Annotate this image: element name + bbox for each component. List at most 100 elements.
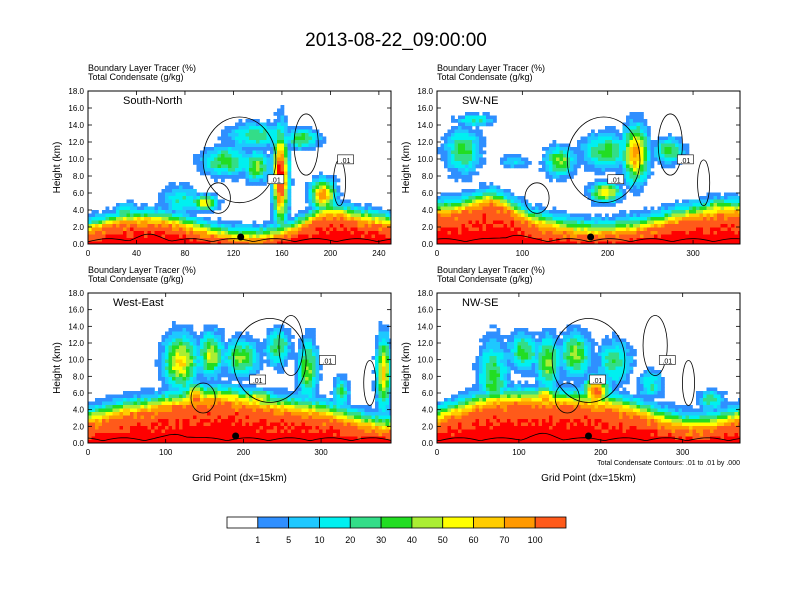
x-tick-label: 100 xyxy=(516,249,530,258)
y-axis-label: Height (km) xyxy=(401,142,412,194)
condensate-contour xyxy=(524,182,550,214)
y-tick-label: 14.0 xyxy=(68,322,84,331)
condensate-contour xyxy=(205,182,231,214)
contour-label: .01 xyxy=(341,158,351,165)
panel-name: SW-NE xyxy=(462,95,498,107)
location-marker xyxy=(585,432,592,440)
condensate-contour xyxy=(657,113,683,176)
panel-tracer-label: Boundary Layer Tracer (%) xyxy=(88,265,196,275)
location-marker xyxy=(587,233,595,241)
x-tick-label: 300 xyxy=(314,448,328,457)
y-tick-label: 4.0 xyxy=(73,206,85,215)
condensate-contour xyxy=(190,382,216,414)
colorbar-box xyxy=(288,516,320,529)
terrain-line xyxy=(88,433,391,442)
condensate-contour xyxy=(697,159,711,207)
plot-frame xyxy=(87,292,392,444)
y-tick-label: 4.0 xyxy=(422,206,434,215)
x-tick-label: 120 xyxy=(227,249,241,258)
plot-frame xyxy=(87,90,392,245)
x-tick-label: 200 xyxy=(237,448,251,457)
colorbar-box xyxy=(226,516,259,529)
plot-frame xyxy=(436,292,741,444)
panel-condensate-label: Total Condensate (g/kg) xyxy=(437,72,533,82)
y-tick-label: 6.0 xyxy=(73,189,85,198)
y-axis-label: Height (km) xyxy=(52,342,63,394)
colorbar-box xyxy=(257,516,290,529)
y-tick-label: 18.0 xyxy=(417,87,433,96)
y-tick-label: 10.0 xyxy=(417,356,433,365)
y-tick-label: 12.0 xyxy=(68,339,84,348)
x-tick-label: 200 xyxy=(324,249,338,258)
y-tick-label: 8.0 xyxy=(73,372,85,381)
x-tick-label: 0 xyxy=(86,448,91,457)
y-tick-label: 8.0 xyxy=(422,372,434,381)
colorbar-label: 50 xyxy=(438,535,448,545)
colorbar-box xyxy=(503,516,536,529)
colorbar-box xyxy=(473,516,505,529)
x-tick-label: 40 xyxy=(132,249,141,258)
y-tick-label: 2.0 xyxy=(73,223,85,232)
location-marker xyxy=(237,233,245,241)
y-tick-label: 14.0 xyxy=(417,121,433,130)
y-tick-label: 16.0 xyxy=(68,104,84,113)
condensate-contour xyxy=(363,360,377,406)
tracer-field: .01 .01 xyxy=(88,315,391,443)
terrain-line xyxy=(437,234,740,243)
colorbar-box xyxy=(319,516,351,529)
panel-tracer-label: Boundary Layer Tracer (%) xyxy=(437,63,545,73)
y-tick-label: 18.0 xyxy=(417,289,433,298)
contour-label: .01 xyxy=(593,378,603,385)
y-tick-label: 18.0 xyxy=(68,289,84,298)
y-tick-label: 0.0 xyxy=(73,439,85,448)
colorbar-box xyxy=(442,516,474,529)
y-tick-label: 8.0 xyxy=(73,172,85,181)
panel-name: West-East xyxy=(113,297,164,309)
y-tick-label: 18.0 xyxy=(68,87,84,96)
colorbar-label: 5 xyxy=(286,535,291,545)
condensate-contour xyxy=(233,318,307,403)
colorbar-box xyxy=(349,516,382,529)
y-tick-label: 4.0 xyxy=(422,406,434,415)
contour-label: .01 xyxy=(611,178,621,185)
x-axis-label: Grid Point (dx=15km) xyxy=(541,473,636,484)
condensate-contour xyxy=(682,360,695,406)
condensate-contour xyxy=(554,382,580,414)
panel-tracer-label: Boundary Layer Tracer (%) xyxy=(88,63,196,73)
panel-name: NW-SE xyxy=(462,297,498,309)
colorbar-label: 30 xyxy=(376,535,386,545)
y-tick-label: 8.0 xyxy=(422,172,434,181)
y-tick-label: 10.0 xyxy=(68,155,84,164)
colorbar-box xyxy=(411,516,444,529)
y-axis-label: Height (km) xyxy=(401,342,412,394)
y-tick-label: 12.0 xyxy=(68,138,84,147)
x-tick-label: 240 xyxy=(372,249,386,258)
plot-frame xyxy=(436,90,741,245)
panel-nw-se: Boundary Layer Tracer (%)Total Condensat… xyxy=(401,265,741,484)
colorbar-label: 100 xyxy=(528,535,543,545)
tracer-field: .01 .01 xyxy=(88,105,391,244)
condensate-contour xyxy=(202,116,277,204)
y-tick-label: 0.0 xyxy=(73,240,85,249)
y-tick-label: 14.0 xyxy=(68,121,84,130)
y-tick-label: 0.0 xyxy=(422,240,434,249)
x-tick-label: 0 xyxy=(86,249,91,258)
y-tick-label: 16.0 xyxy=(417,104,433,113)
x-tick-label: 80 xyxy=(181,249,190,258)
panel-south-north: Boundary Layer Tracer (%)Total Condensat… xyxy=(52,63,392,258)
colorbar-label: 1 xyxy=(255,535,260,545)
x-tick-label: 300 xyxy=(686,249,700,258)
panel-tracer-label: Boundary Layer Tracer (%) xyxy=(437,265,545,275)
y-tick-label: 4.0 xyxy=(73,406,85,415)
y-tick-label: 2.0 xyxy=(422,223,434,232)
condensate-contour xyxy=(642,315,668,376)
y-tick-label: 6.0 xyxy=(73,389,85,398)
colorbar-box xyxy=(534,516,567,529)
y-tick-label: 10.0 xyxy=(417,155,433,164)
contour-label: .01 xyxy=(681,158,691,165)
y-tick-label: 16.0 xyxy=(68,306,84,315)
x-axis-label: Grid Point (dx=15km) xyxy=(192,473,287,484)
contour-label: .01 xyxy=(662,359,672,366)
y-tick-label: 10.0 xyxy=(68,356,84,365)
y-tick-label: 14.0 xyxy=(417,322,433,331)
